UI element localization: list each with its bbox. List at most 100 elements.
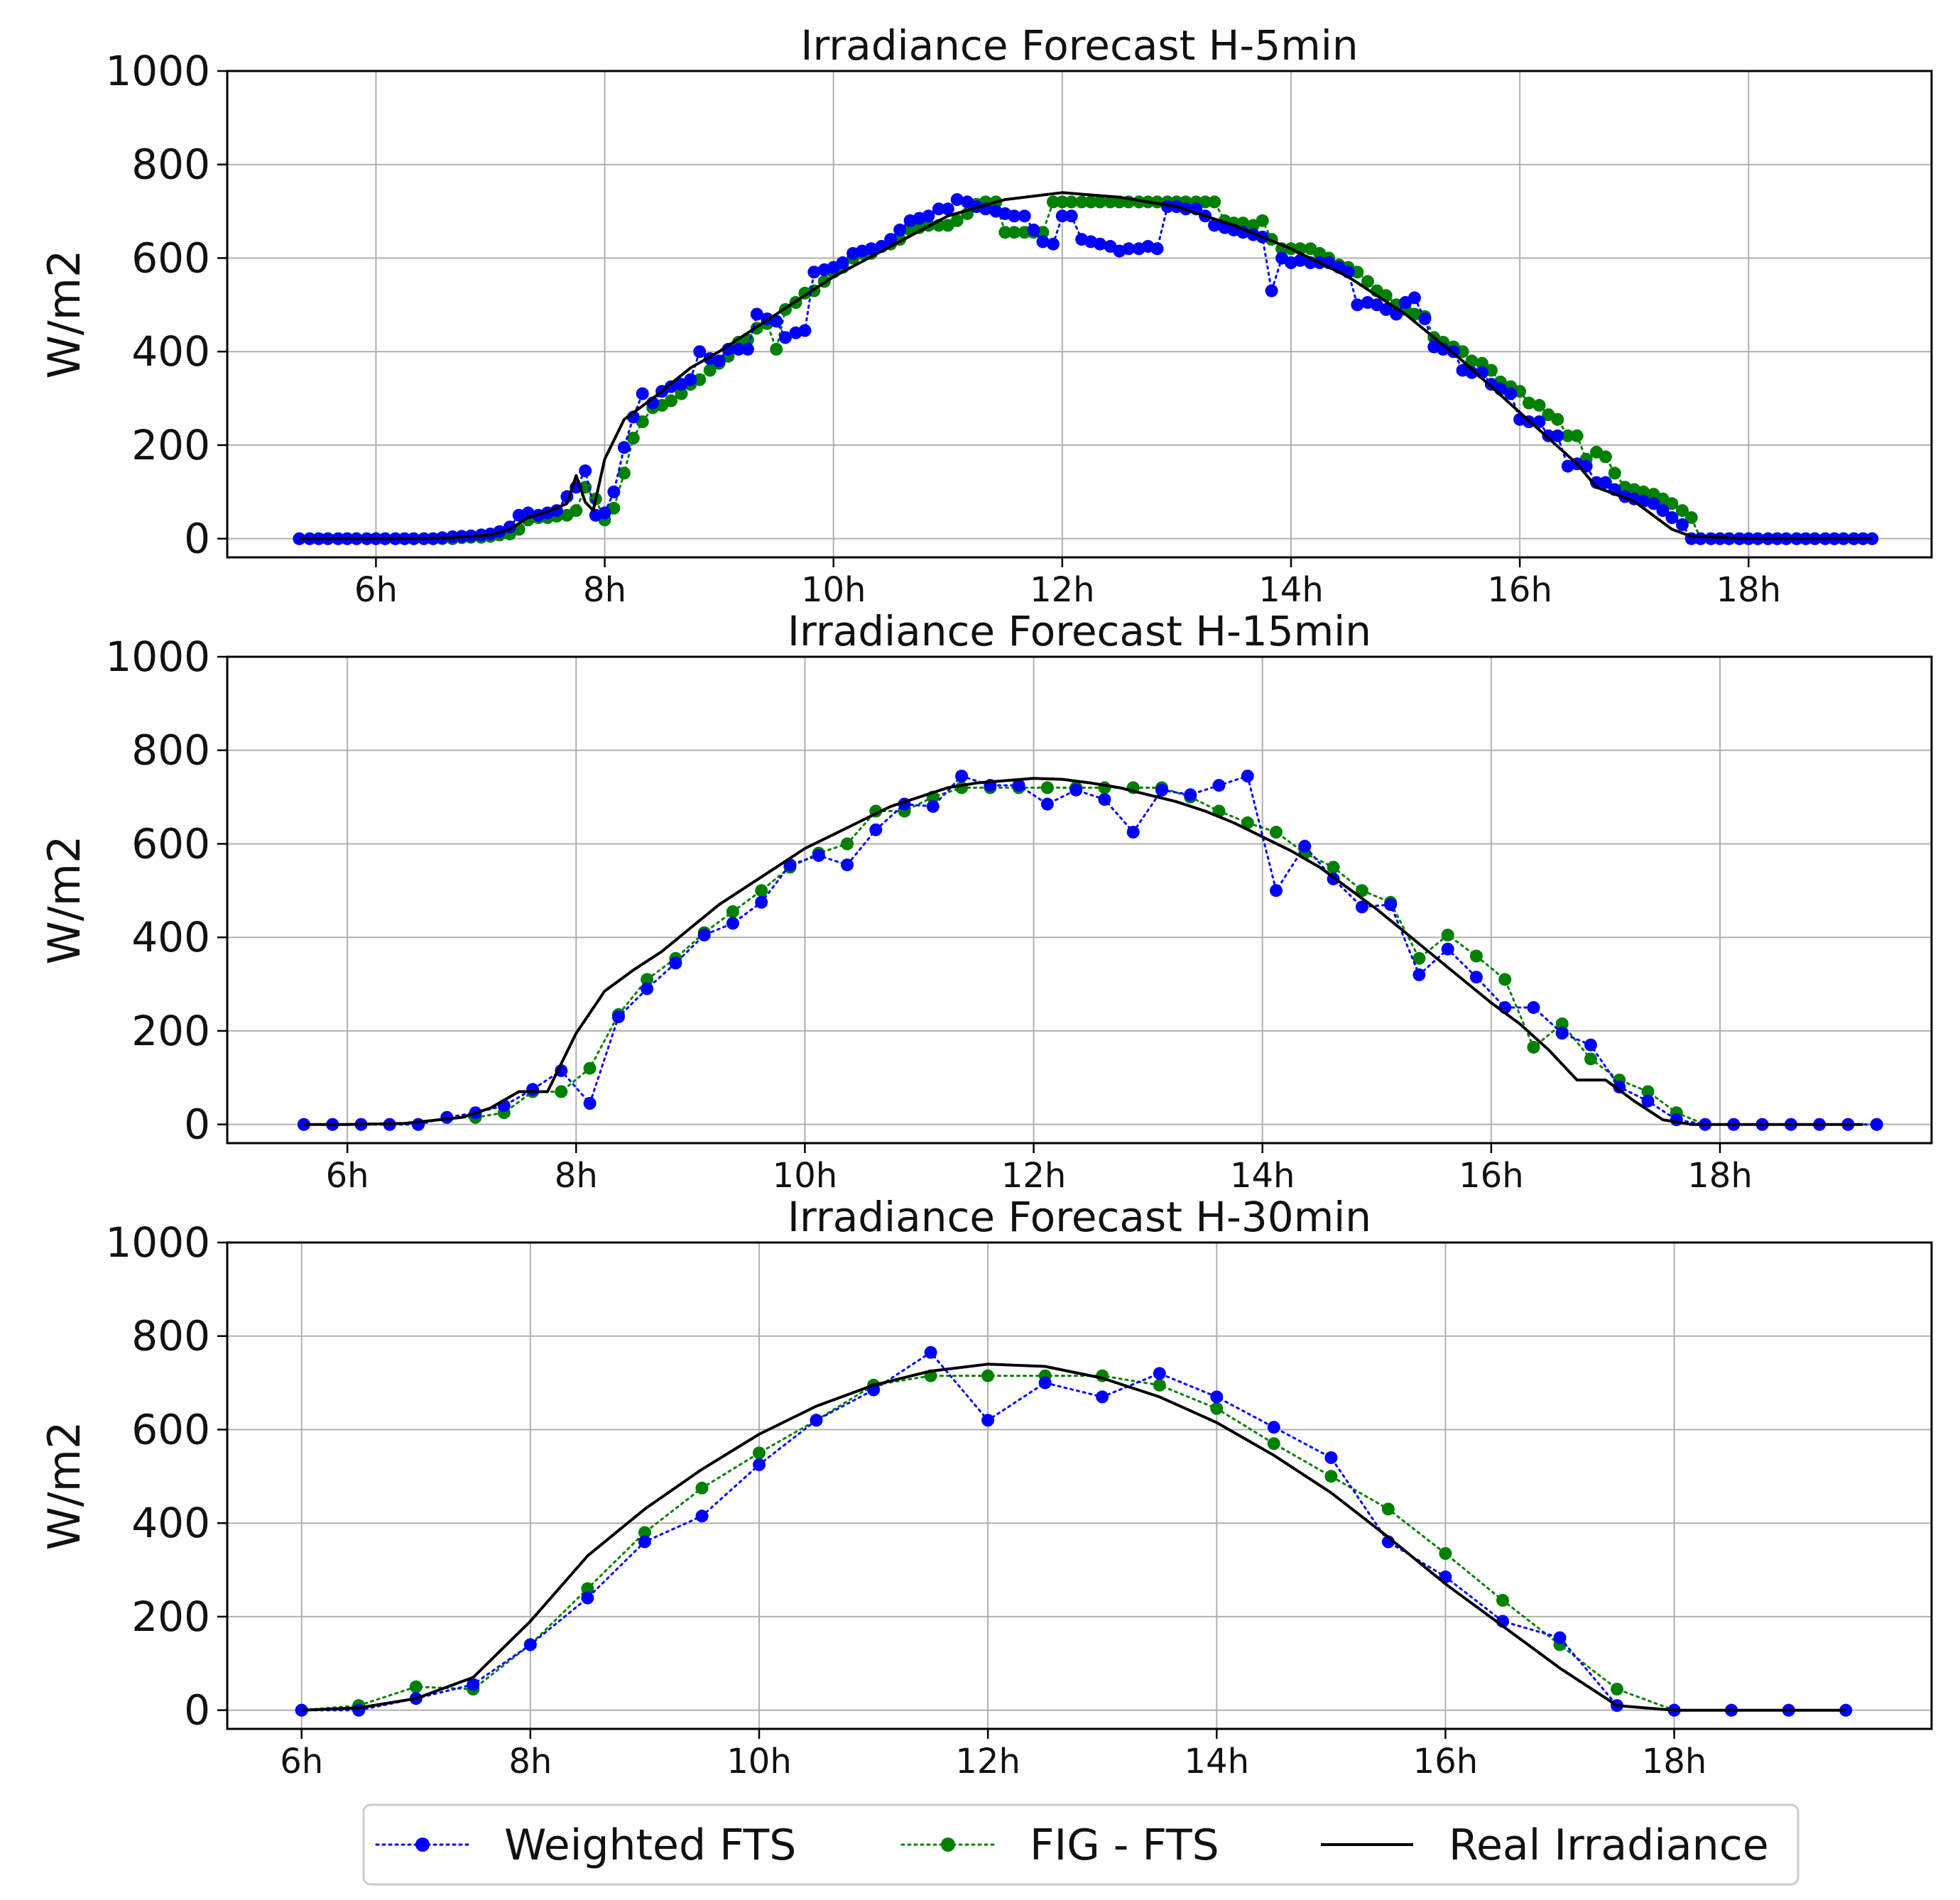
x-tick-label: 16h [1459, 1156, 1524, 1196]
data-point [1256, 214, 1269, 227]
series-real-irradiance [303, 777, 1863, 1126]
data-point [1599, 476, 1612, 489]
data-point [1055, 195, 1069, 209]
data-point [1527, 1001, 1540, 1014]
data-point [684, 373, 697, 386]
data-point [1555, 1017, 1569, 1030]
data-point [1384, 898, 1398, 912]
y-tick-label: 800 [131, 726, 210, 775]
data-point [467, 1678, 480, 1691]
charts-container: Irradiance Forecast H-5min W/m2 0 200 400 600… [38, 21, 1933, 1781]
data-point [1098, 792, 1111, 806]
legend-marker-swatch [415, 1838, 430, 1852]
series-line [303, 777, 1863, 1126]
data-point [1094, 237, 1106, 251]
data-point [1065, 195, 1078, 209]
chart-panel-3: Irradiance Forecast H-30min W/m2 0 200 400 60… [38, 1193, 1933, 1781]
y-tick-label: 0 [184, 1686, 210, 1735]
data-point [922, 209, 935, 223]
chart-panel-2: Irradiance Forecast H-15min W/m2 0 200 400 60… [38, 607, 1933, 1196]
x-tick-label: 12h [1001, 1156, 1067, 1196]
y-tick-label: 600 [131, 819, 210, 868]
data-point [570, 504, 583, 518]
y-tick-label: 800 [131, 1312, 210, 1360]
data-point [981, 1369, 995, 1382]
data-point [1012, 779, 1025, 792]
data-point [770, 315, 783, 328]
data-point [1439, 1547, 1452, 1560]
data-point [1210, 1402, 1224, 1415]
data-point [665, 380, 677, 393]
data-point [1532, 415, 1546, 428]
data-point [753, 1458, 766, 1471]
data-point [1670, 1113, 1683, 1127]
y-tick-label: 600 [131, 1405, 210, 1453]
data-point [1241, 816, 1254, 829]
series-line [301, 1363, 1846, 1712]
data-point [1210, 1390, 1224, 1404]
legend-label: FIG - FTS [1030, 1820, 1219, 1870]
legend-label: Weighted FTS [504, 1820, 796, 1870]
data-point [1084, 195, 1098, 209]
data-point [1476, 356, 1488, 370]
data-point [1355, 900, 1368, 914]
legend: Weighted FTS FIG - FTS Real Irradiance [362, 1803, 1800, 1886]
data-point [1155, 783, 1168, 797]
data-point [1150, 242, 1164, 256]
data-point [1704, 532, 1718, 545]
plot-frame [226, 655, 1933, 1145]
data-point [1551, 429, 1564, 442]
data-point [1570, 429, 1584, 442]
data-point [941, 202, 954, 216]
data-point [841, 837, 854, 851]
data-point [1036, 235, 1050, 249]
data-point [955, 770, 969, 782]
y-tick-label: 0 [184, 1101, 210, 1149]
data-point [1611, 1683, 1623, 1696]
data-point [581, 1591, 594, 1605]
data-point [1008, 226, 1021, 239]
data-point [950, 193, 964, 207]
y-axis-label: W/m2 [38, 835, 90, 964]
data-point [955, 781, 969, 795]
data-point [693, 345, 707, 359]
data-point [1465, 366, 1479, 379]
series-real-irradiance [301, 1363, 1846, 1712]
data-point [626, 432, 640, 444]
data-point [1047, 195, 1060, 209]
data-point [810, 1414, 823, 1427]
data-point [1469, 971, 1483, 984]
data-point [732, 342, 745, 356]
y-axis-label: W/m2 [38, 1421, 90, 1550]
data-point [1351, 266, 1364, 279]
data-point [607, 485, 621, 498]
y-tick-label: 400 [131, 1499, 210, 1547]
x-tick-label: 10h [726, 1742, 792, 1781]
data-point [1523, 396, 1535, 410]
chart-panel-1: Irradiance Forecast H-5min W/m2 0 200 400 600… [38, 21, 1933, 610]
data-point [1270, 884, 1283, 897]
y-axis-label: W/m2 [38, 249, 90, 378]
data-point [583, 1061, 597, 1075]
data-point [1675, 518, 1689, 531]
data-point [1641, 1085, 1655, 1098]
data-point [1199, 195, 1212, 209]
series-weighted-fts [295, 1345, 1853, 1717]
data-point [409, 1680, 423, 1693]
data-point [1465, 354, 1479, 368]
data-point [841, 858, 854, 872]
data-point [924, 1345, 937, 1359]
series-line [303, 775, 1878, 1126]
x-tick-label: 6h [354, 570, 398, 610]
x-tick-label: 18h [1642, 1742, 1707, 1781]
data-point [598, 506, 611, 520]
data-point [695, 1481, 709, 1495]
chart-title: Irradiance Forecast H-15min [788, 607, 1371, 655]
data-point [1355, 884, 1368, 897]
data-point [1637, 485, 1650, 498]
data-point [1584, 1052, 1597, 1066]
data-point [753, 1446, 766, 1460]
data-point [1665, 511, 1679, 524]
legend-label: Real Irradiance [1449, 1820, 1769, 1870]
data-point [741, 342, 754, 356]
